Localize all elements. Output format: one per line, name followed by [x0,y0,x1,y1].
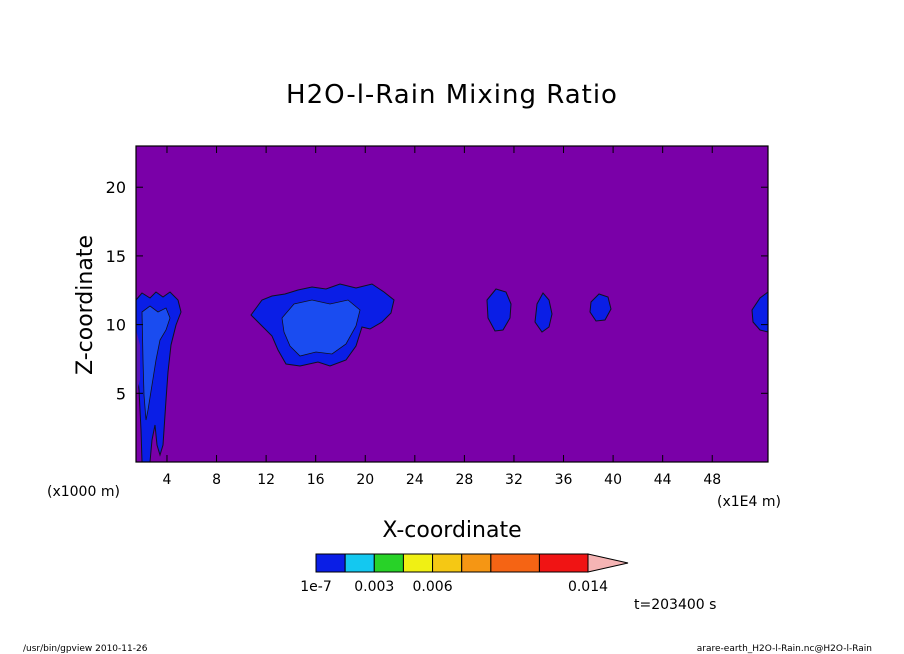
colorbar-band [490,553,540,573]
rain-contours [135,283,769,463]
x-axis-label: X-coordinate [382,518,521,543]
colorbar-band [402,553,434,573]
rain-region-left-inner [141,305,171,421]
colorbar-band [344,553,375,573]
y-tick-label: 5 [116,384,126,403]
x-tick-label: 8 [212,472,221,488]
colorbar-extend-arrow [587,553,629,573]
colorbar [315,553,629,573]
colorbar-band [373,553,404,573]
x-tick-label: 32 [505,472,523,488]
rain-region-cell-33 [534,292,553,333]
colorbar-band [538,553,589,573]
colorbar-band [461,553,492,573]
rain-region-cell-29 [486,288,512,332]
footer-left: /usr/bin/gpview 2010-11-26 [23,644,148,654]
y-tick-label: 10 [106,316,126,335]
rain-region-cell-37 [589,293,612,322]
footer-right: arare-earth_H2O-l-Rain.nc@H2O-l-Rain [697,644,872,654]
y-axis: 5 10 15 20 [106,178,768,403]
y-tick-label: 15 [106,247,126,266]
time-label: t=203400 s [634,597,716,613]
colorbar-label: 0.006 [413,579,453,595]
plot-background [136,146,768,462]
plot-frame [135,145,769,463]
colorbar-label: 0.014 [568,579,608,595]
x-tick-label: 28 [455,472,473,488]
colorbar-labels: 1e-7 0.003 0.006 0.014 [300,579,608,595]
x-tick-label: 36 [555,472,573,488]
x-unit-left: (x1000 m) [47,484,120,500]
chart-title: H2O-l-Rain Mixing Ratio [286,80,618,110]
colorbar-label: 0.003 [354,579,394,595]
rain-region-center-inner [281,299,361,357]
x-axis: 4 8 12 16 20 24 28 32 36 40 44 48 [163,146,721,488]
rain-region-left-edge [136,330,140,395]
y-tick-label: 20 [106,178,126,197]
colorbar-band [432,553,463,573]
x-unit-right: (x1E4 m) [717,494,781,510]
x-tick-label: 44 [654,472,672,488]
x-tick-label: 24 [406,472,424,488]
x-tick-label: 48 [703,472,721,488]
x-tick-label: 40 [604,472,622,488]
y-axis-label: Z-coordinate [73,235,98,375]
x-tick-label: 16 [307,472,325,488]
x-tick-label: 4 [163,472,172,488]
colorbar-band [315,553,346,573]
colorbar-label: 1e-7 [300,579,331,595]
x-tick-label: 20 [356,472,374,488]
x-tick-label: 12 [257,472,275,488]
